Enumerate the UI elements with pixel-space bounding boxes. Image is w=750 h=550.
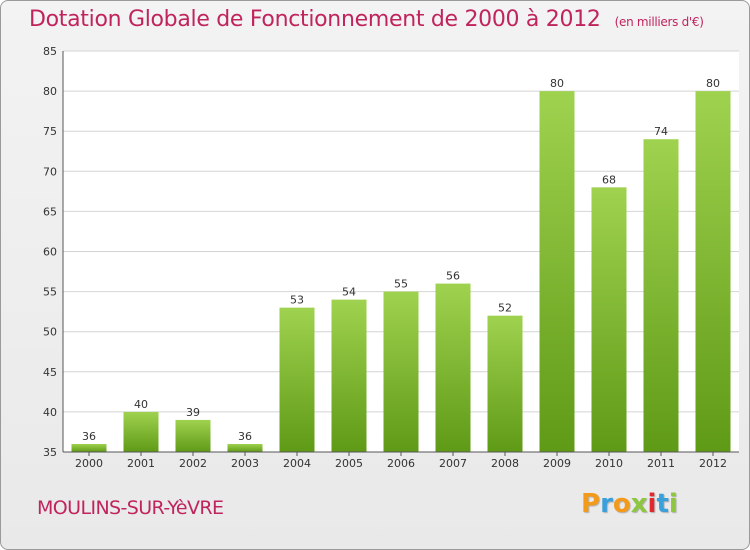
bar-2010 bbox=[591, 187, 627, 452]
logo-letter: P bbox=[581, 489, 601, 519]
y-tick-label: 75 bbox=[43, 125, 57, 138]
value-label-2000: 36 bbox=[82, 430, 96, 443]
axis-layer: 35 40 45 50 55 60 65 70 75 80 85 2000 2001 2002 2003 20… bbox=[43, 45, 739, 470]
bar-2002 bbox=[175, 419, 211, 452]
x-tick-label-2003: 2003 bbox=[231, 457, 259, 470]
bar-2007 bbox=[435, 283, 471, 452]
x-tick-label-2011: 2011 bbox=[647, 457, 675, 470]
bar-2008 bbox=[487, 315, 523, 452]
x-tick-label-2006: 2006 bbox=[387, 457, 415, 470]
x-tick-label-2005: 2005 bbox=[335, 457, 363, 470]
value-label-2003: 36 bbox=[238, 430, 252, 443]
x-tick-label-2007: 2007 bbox=[439, 457, 467, 470]
y-tick-label: 45 bbox=[43, 366, 57, 379]
bar-2001 bbox=[123, 411, 159, 452]
value-label-2002: 39 bbox=[186, 406, 200, 419]
y-tick-label: 60 bbox=[43, 246, 57, 259]
x-tick-label-2009: 2009 bbox=[543, 457, 571, 470]
y-tick-label: 65 bbox=[43, 205, 57, 218]
value-label-2005: 54 bbox=[342, 286, 356, 299]
logo-letter: i bbox=[668, 489, 678, 519]
value-label-2004: 53 bbox=[290, 294, 304, 307]
y-tick-label: 40 bbox=[43, 406, 57, 419]
bar-2003 bbox=[227, 443, 263, 452]
value-label-2006: 55 bbox=[394, 278, 408, 291]
value-label-2009: 80 bbox=[550, 77, 564, 90]
value-label-2007: 56 bbox=[446, 270, 460, 283]
x-tick-label-2004: 2004 bbox=[283, 457, 311, 470]
y-tick-label: 80 bbox=[43, 85, 57, 98]
x-tick-label-2010: 2010 bbox=[595, 457, 623, 470]
logo-letter: o bbox=[612, 489, 631, 519]
logo-letter: i bbox=[647, 489, 657, 519]
y-tick-label: 50 bbox=[43, 326, 57, 339]
value-label-2010: 68 bbox=[602, 173, 616, 186]
y-tick-label: 55 bbox=[43, 286, 57, 299]
y-tick-label: 35 bbox=[43, 446, 57, 459]
logo-letter: t bbox=[656, 489, 669, 519]
value-label-2001: 40 bbox=[134, 398, 148, 411]
y-tick-label: 85 bbox=[43, 45, 57, 58]
bar-2009 bbox=[539, 91, 575, 452]
x-tick-label-2001: 2001 bbox=[127, 457, 155, 470]
value-label-2008: 52 bbox=[498, 302, 512, 315]
value-label-2012: 80 bbox=[706, 77, 720, 90]
x-tick-label-2002: 2002 bbox=[179, 457, 207, 470]
logo-letter: x bbox=[630, 489, 648, 519]
proxiti-logo[interactable]: Proxiti bbox=[581, 489, 678, 519]
bar-2000 bbox=[71, 443, 107, 452]
x-tick-label-2000: 2000 bbox=[75, 457, 103, 470]
commune-name: MOULINS-SUR-YèVRE bbox=[37, 497, 224, 519]
chart-title-text: Dotation Globale de Fonctionnement de 20… bbox=[29, 7, 601, 32]
chart-subtitle: (en milliers d'€) bbox=[614, 15, 704, 29]
bars-layer: 36 40 39 36 53 54 55 56 52 80 68 74 80 bbox=[71, 77, 731, 452]
bar-2005 bbox=[331, 299, 367, 452]
bar-2011 bbox=[643, 139, 679, 452]
bar-2006 bbox=[383, 291, 419, 452]
bar-2012 bbox=[695, 91, 731, 452]
chart-title: Dotation Globale de Fonctionnement de 20… bbox=[29, 7, 704, 32]
x-tick-label-2008: 2008 bbox=[491, 457, 519, 470]
logo-letter: r bbox=[600, 489, 613, 519]
bar-2004 bbox=[279, 307, 315, 452]
x-tick-label-2012: 2012 bbox=[699, 457, 727, 470]
value-label-2011: 74 bbox=[654, 125, 668, 138]
y-tick-label: 70 bbox=[43, 165, 57, 178]
